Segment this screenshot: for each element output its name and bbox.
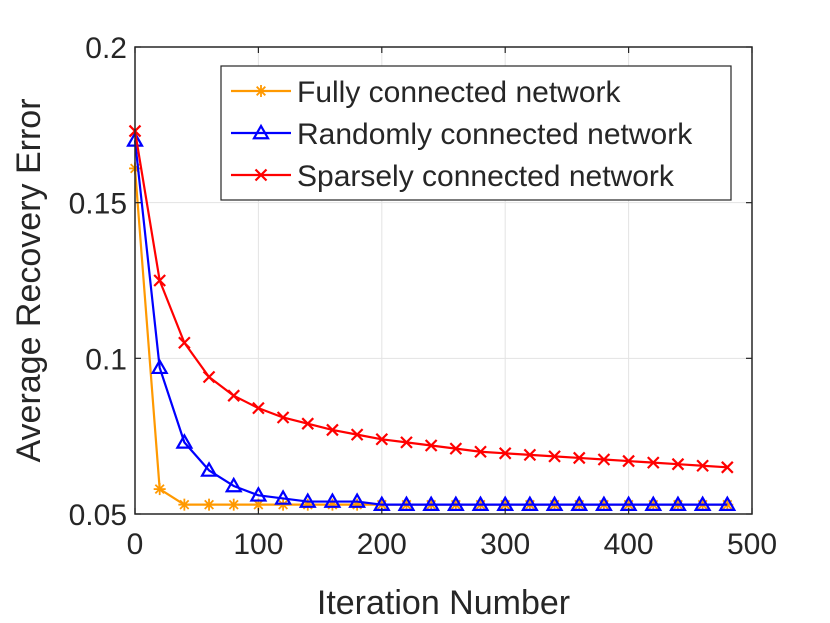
data-point (348, 492, 367, 508)
data-point (400, 436, 413, 449)
y-axis-label: Average Recovery Error (10, 98, 48, 462)
data-point (548, 450, 561, 463)
data-point (276, 411, 290, 424)
data-point (622, 454, 635, 468)
x-tick-label: 200 (357, 528, 407, 561)
data-point (252, 401, 265, 415)
data-point (520, 495, 539, 512)
data-point (718, 495, 737, 512)
data-point (669, 495, 687, 512)
data-point (595, 495, 613, 512)
data-point (523, 448, 537, 462)
legend-item: Fully connected network (231, 76, 621, 109)
data-point (693, 495, 712, 512)
x-tick-label: 300 (480, 528, 530, 561)
legend-box (220, 65, 732, 201)
x-tick-label: 400 (604, 528, 654, 561)
data-point (249, 486, 268, 502)
data-point (323, 492, 342, 508)
ticks (134, 46, 753, 515)
data-point (446, 495, 465, 512)
x-tick-label: 0 (127, 528, 144, 561)
data-point (200, 461, 218, 477)
data-point (227, 389, 240, 402)
legend-marker (252, 123, 270, 140)
data-point (153, 274, 166, 287)
data-point (202, 370, 216, 384)
data-point (474, 445, 487, 459)
data-point (424, 439, 438, 452)
plot-frame (134, 46, 753, 515)
y-tick-label: 0.15 (69, 188, 127, 221)
data-point (326, 423, 339, 437)
data-point (153, 483, 166, 496)
data-point (721, 461, 734, 474)
y-tick-label: 0.2 (85, 32, 127, 65)
data-point (449, 442, 463, 455)
legend-item: Randomly connected network (231, 118, 693, 151)
data-point (298, 492, 317, 508)
data-point (350, 428, 364, 441)
legend-marker (254, 168, 268, 182)
y-tick-label: 0.05 (69, 499, 127, 532)
series-layer (126, 124, 737, 512)
x-tick-label: 500 (727, 528, 777, 561)
x-tick-label: 100 (233, 528, 283, 561)
data-point (301, 417, 315, 430)
data-point (696, 459, 709, 473)
data-point (274, 489, 292, 505)
data-point (671, 457, 685, 471)
legend-label: Fully connected network (297, 76, 621, 109)
data-point (471, 495, 490, 512)
data-point (178, 336, 191, 350)
data-point (570, 495, 589, 512)
data-point (178, 498, 191, 511)
data-point (375, 433, 389, 446)
data-point (224, 476, 243, 493)
data-point (175, 433, 194, 449)
data-point (572, 451, 586, 465)
tick-labels: 0 100 200 300 400 500 0.05 0.1 0.15 0.2 (69, 32, 777, 561)
data-point (397, 495, 416, 512)
legend: Fully connected network Randomly connecte… (220, 65, 732, 201)
legend-item: Sparsely connected network (231, 160, 675, 193)
y-tick-label: 0.1 (85, 343, 127, 376)
legend-label: Sparsely connected network (297, 160, 675, 193)
data-point (227, 498, 240, 511)
data-point (647, 456, 660, 469)
x-axis-label: Iteration Number (317, 584, 570, 622)
data-point (597, 453, 611, 466)
data-point (422, 495, 441, 512)
data-point (150, 358, 169, 375)
legend-label: Randomly connected network (297, 118, 693, 151)
data-point (644, 495, 663, 512)
data-point (498, 447, 512, 460)
data-point (545, 495, 564, 512)
data-point (203, 498, 216, 511)
legend-marker (255, 85, 267, 97)
series-line (133, 140, 728, 506)
